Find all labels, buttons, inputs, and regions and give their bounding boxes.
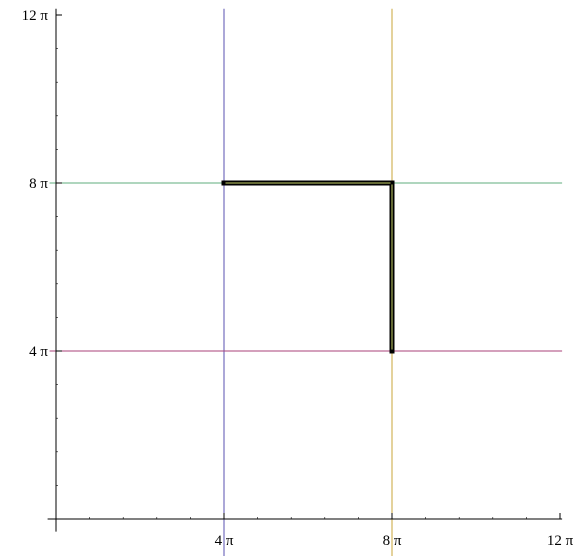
path-point-1 <box>390 181 394 185</box>
path-line <box>221 180 395 354</box>
x-tick-label-8: 8 π <box>383 533 402 549</box>
y-tick-label-12: 12 π <box>22 8 49 24</box>
path-point-0 <box>222 181 226 185</box>
path-point-2 <box>390 349 394 353</box>
x-tick-label-12: 12 π <box>547 533 574 549</box>
y-tick-label-8: 8 π <box>29 176 48 192</box>
x-tick-label-4: 4 π <box>215 533 234 549</box>
y-tick-label-4: 4 π <box>29 344 48 360</box>
path-highlight <box>224 182 393 351</box>
